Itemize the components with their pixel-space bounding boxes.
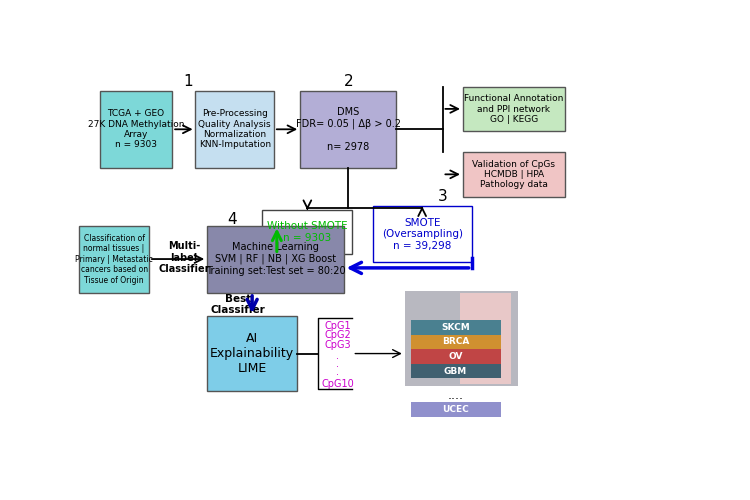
Text: Without SMOTE
n = 9303: Without SMOTE n = 9303: [267, 222, 348, 243]
FancyBboxPatch shape: [410, 320, 501, 334]
Text: .: .: [336, 367, 339, 377]
Text: SKCM: SKCM: [441, 322, 470, 332]
Text: TCGA + GEO
27K DNA Methylation
Array
n = 9303: TCGA + GEO 27K DNA Methylation Array n =…: [88, 109, 184, 150]
FancyBboxPatch shape: [460, 293, 511, 384]
Text: UCEC: UCEC: [442, 405, 469, 414]
Text: .: .: [336, 352, 339, 362]
FancyBboxPatch shape: [207, 226, 344, 293]
FancyBboxPatch shape: [410, 349, 501, 364]
FancyBboxPatch shape: [463, 152, 565, 196]
Text: Multi-
label
Classifier: Multi- label Classifier: [158, 241, 209, 274]
Text: CpG1: CpG1: [325, 320, 351, 330]
FancyBboxPatch shape: [100, 91, 172, 168]
FancyBboxPatch shape: [410, 334, 501, 349]
FancyBboxPatch shape: [207, 316, 297, 391]
Text: ....: ....: [448, 389, 464, 402]
Text: GBM: GBM: [444, 366, 467, 376]
Text: AI
Explainability
LIME: AI Explainability LIME: [210, 332, 294, 375]
Text: Functional Annotation
and PPI network
GO | KEGG: Functional Annotation and PPI network GO…: [464, 94, 563, 124]
Text: Pre-Processing
Quality Analysis
Normalization
KNN-Imputation: Pre-Processing Quality Analysis Normaliz…: [199, 109, 271, 150]
Text: 2: 2: [344, 74, 353, 88]
Text: CpG3: CpG3: [325, 340, 351, 350]
FancyBboxPatch shape: [410, 364, 501, 378]
FancyBboxPatch shape: [196, 91, 274, 168]
Text: CpG2: CpG2: [325, 330, 351, 340]
FancyBboxPatch shape: [262, 210, 352, 254]
FancyBboxPatch shape: [300, 91, 396, 168]
Text: Best
Classifier: Best Classifier: [211, 294, 266, 316]
Text: Machine Learning
SVM | RF | NB | XG Boost
Training set:Test set = 80:20: Machine Learning SVM | RF | NB | XG Boos…: [206, 242, 345, 276]
Text: 1: 1: [183, 74, 193, 88]
FancyBboxPatch shape: [463, 87, 565, 131]
Text: DMS
FDR= 0.05 | Δβ > 0.2

n= 2978: DMS FDR= 0.05 | Δβ > 0.2 n= 2978: [296, 106, 400, 152]
Text: .: .: [336, 359, 339, 369]
Text: Validation of CpGs
HCMDB | HPA
Pathology data: Validation of CpGs HCMDB | HPA Pathology…: [472, 160, 555, 190]
Text: SMOTE
(Oversampling)
n = 39,298: SMOTE (Oversampling) n = 39,298: [382, 218, 463, 251]
Text: 4: 4: [227, 212, 237, 228]
Text: CpG10: CpG10: [322, 379, 354, 389]
Text: BRCA: BRCA: [442, 338, 470, 346]
FancyBboxPatch shape: [405, 291, 518, 386]
FancyBboxPatch shape: [80, 226, 149, 293]
FancyBboxPatch shape: [373, 206, 472, 262]
FancyBboxPatch shape: [410, 402, 501, 417]
Text: Classification of
normal tissues |
Primary | Metastatic
cancers based on
Tissue : Classification of normal tissues | Prima…: [75, 234, 153, 284]
Text: 3: 3: [438, 189, 447, 204]
Text: OV: OV: [448, 352, 463, 361]
